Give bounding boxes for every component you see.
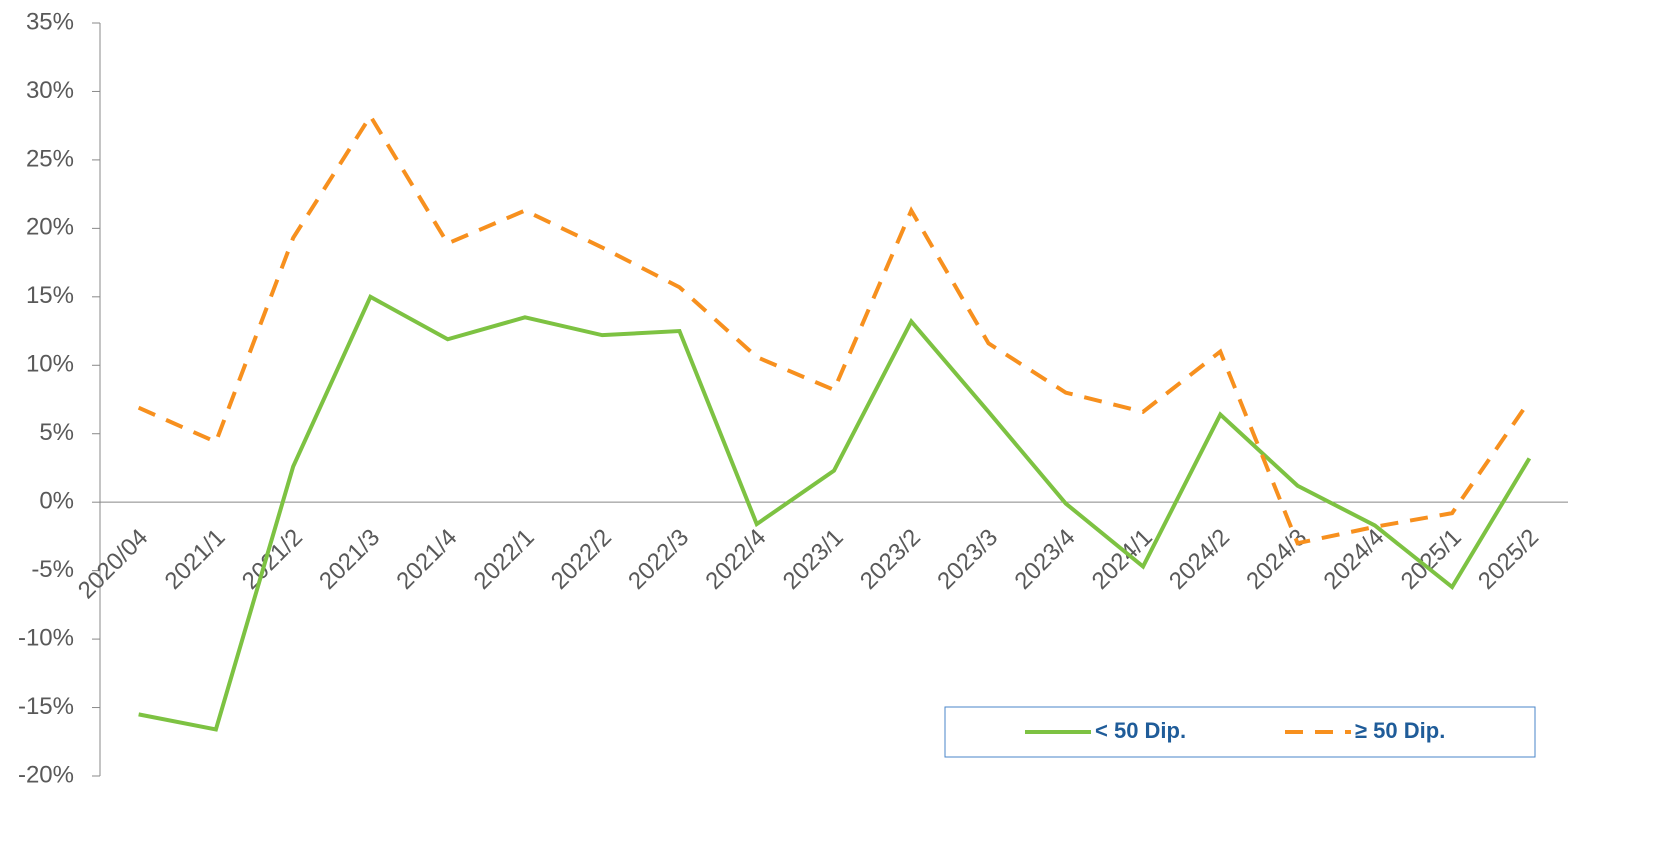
x-tick-label: 2025/1 bbox=[1396, 524, 1467, 595]
x-tick-label: 2023/3 bbox=[932, 524, 1003, 595]
x-tick-label: 2022/1 bbox=[469, 524, 540, 595]
y-tick-label: 30% bbox=[26, 77, 74, 104]
y-tick-label: -20% bbox=[18, 761, 74, 788]
x-tick-label: 2024/4 bbox=[1319, 524, 1390, 595]
y-tick-label: 35% bbox=[26, 8, 74, 35]
series-line bbox=[137, 112, 1532, 546]
x-tick-label: 2023/2 bbox=[855, 524, 926, 595]
y-tick-label: -10% bbox=[18, 624, 74, 651]
x-tick-label: 2023/4 bbox=[1010, 524, 1081, 595]
x-tick-label: 2020/04 bbox=[73, 524, 153, 604]
x-tick-label: 2021/4 bbox=[391, 524, 462, 595]
y-tick-label: 20% bbox=[26, 214, 74, 241]
x-tick-label: 2022/3 bbox=[623, 524, 694, 595]
x-tick-label: 2022/4 bbox=[700, 524, 771, 595]
y-tick-label: 0% bbox=[39, 488, 74, 515]
y-tick-label: 5% bbox=[39, 419, 74, 446]
series-line bbox=[138, 294, 1532, 732]
x-tick-label: 2021/1 bbox=[160, 524, 231, 595]
y-tick-label: -5% bbox=[31, 556, 74, 583]
x-tick-label: 2024/3 bbox=[1241, 524, 1312, 595]
legend-label: < 50 Dip. bbox=[1095, 718, 1186, 743]
x-tick-label: 2021/3 bbox=[314, 524, 385, 595]
y-tick-label: 15% bbox=[26, 282, 74, 309]
x-tick-label: 2024/2 bbox=[1164, 524, 1235, 595]
y-tick-label: 25% bbox=[26, 145, 74, 172]
y-tick-label: -15% bbox=[18, 693, 74, 720]
x-tick-label: 2023/1 bbox=[778, 524, 849, 595]
y-tick-label: 10% bbox=[26, 351, 74, 378]
x-tick-label: 2022/2 bbox=[546, 524, 617, 595]
legend-label: ≥ 50 Dip. bbox=[1355, 718, 1445, 743]
